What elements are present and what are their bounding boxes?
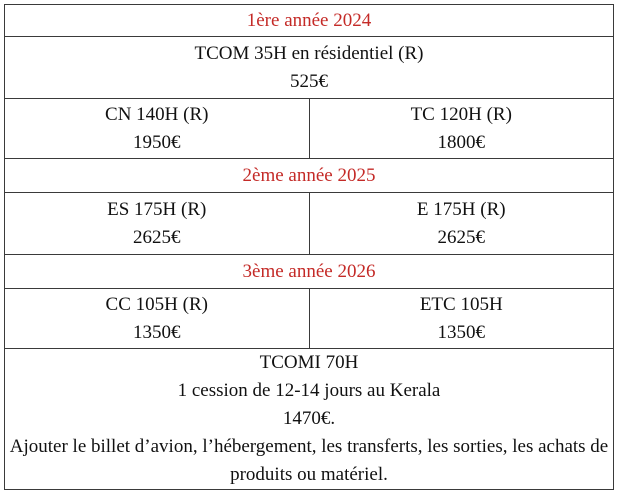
cell-line: 1950€	[133, 131, 181, 153]
price-table: 1ère année 2024 TCOM 35H en résidentiel (…	[4, 4, 614, 490]
cell-line: CC 105H (R)	[105, 293, 208, 315]
cell-line: 1470€.	[282, 408, 336, 429]
cell-line: 1350€	[133, 321, 181, 343]
cell-line: 1 cession de 12-14 jours au Kerala	[177, 380, 441, 401]
cell-line: E 175H (R)	[416, 198, 506, 220]
table-row: CC 105H (R) 1350€ ETC 105H 1350€	[4, 288, 614, 349]
course-cell: CC 105H (R) 1350€	[4, 288, 310, 349]
course-cell: E 175H (R) 2625€	[308, 192, 614, 255]
year-heading: 3ème année 2026	[4, 254, 614, 289]
cell-line: Ajouter le billet d’avion, l’hébergement…	[9, 436, 609, 485]
cell-line: 1350€	[437, 321, 486, 343]
year-heading: 1ère année 2024	[4, 4, 614, 37]
cell-line: TCOMI 70H	[259, 352, 359, 373]
course-cell: CN 140H (R) 1950€	[4, 98, 310, 159]
cell-line: 2625€	[437, 226, 486, 248]
table-row: 1ère année 2024	[4, 4, 614, 37]
cell-line: ES 175H (R)	[107, 198, 207, 220]
cell-line: 525€	[290, 70, 328, 92]
cell-line: CN 140H (R)	[105, 103, 209, 125]
table-row: CN 140H (R) 1950€ TC 120H (R) 1800€	[4, 98, 614, 159]
cell-line: ETC 105H	[419, 293, 503, 315]
cell-line: 2625€	[133, 226, 181, 248]
table-row: 2ème année 2025	[4, 158, 614, 193]
table-row: 3ème année 2026	[4, 254, 614, 289]
table-row: ES 175H (R) 2625€ E 175H (R) 2625€	[4, 192, 614, 255]
cell-line: TCOM 35H en résidentiel (R)	[194, 42, 424, 64]
course-cell: ETC 105H 1350€	[308, 288, 614, 349]
course-cell: TCOMI 70H 1 cession de 12-14 jours au Ker…	[4, 348, 614, 490]
cell-line: TC 120H (R)	[410, 103, 512, 125]
course-cell: TC 120H (R) 1800€	[308, 98, 614, 159]
cell-line: 1800€	[437, 131, 486, 153]
table-row: TCOMI 70H 1 cession de 12-14 jours au Ker…	[4, 348, 614, 490]
course-cell: TCOM 35H en résidentiel (R) 525€	[4, 36, 614, 99]
table-row: TCOM 35H en résidentiel (R) 525€	[4, 36, 614, 99]
course-cell: ES 175H (R) 2625€	[4, 192, 310, 255]
year-heading: 2ème année 2025	[4, 158, 614, 193]
